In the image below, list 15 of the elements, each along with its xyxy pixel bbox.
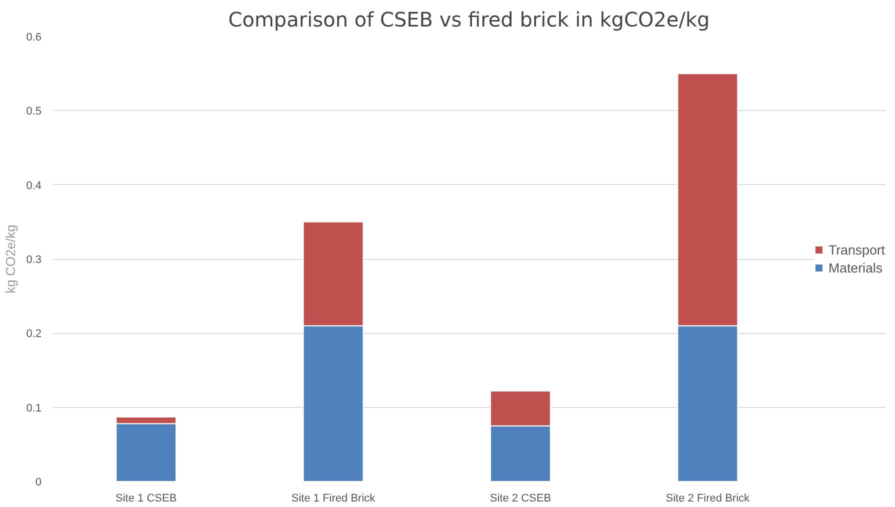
x-tick-label: Site 1 Fired Brick [291, 492, 376, 504]
y-tick-label: 0.6 [26, 32, 42, 44]
x-tick-label: Site 2 CSEB [490, 492, 552, 504]
y-tick-label: 0.5 [26, 106, 42, 118]
legend-label: Materials [828, 260, 883, 275]
chart-title: Comparison of CSEB vs fired brick in kgCO2e/kg [228, 8, 710, 32]
y-tick-label: 0 [35, 476, 42, 488]
y-tick-label: 0.2 [26, 328, 42, 340]
x-tick-label: Site 1 CSEB [116, 492, 177, 504]
y-axis-title: kg CO2e/kg [3, 224, 18, 294]
y-tick-label: 0.4 [26, 180, 42, 192]
x-tick-label: Site 2 Fired Brick [666, 492, 750, 504]
legend-label: Transport [828, 242, 885, 257]
y-tick-label: 0.3 [26, 254, 42, 266]
y-tick-label: 0.1 [26, 402, 42, 414]
